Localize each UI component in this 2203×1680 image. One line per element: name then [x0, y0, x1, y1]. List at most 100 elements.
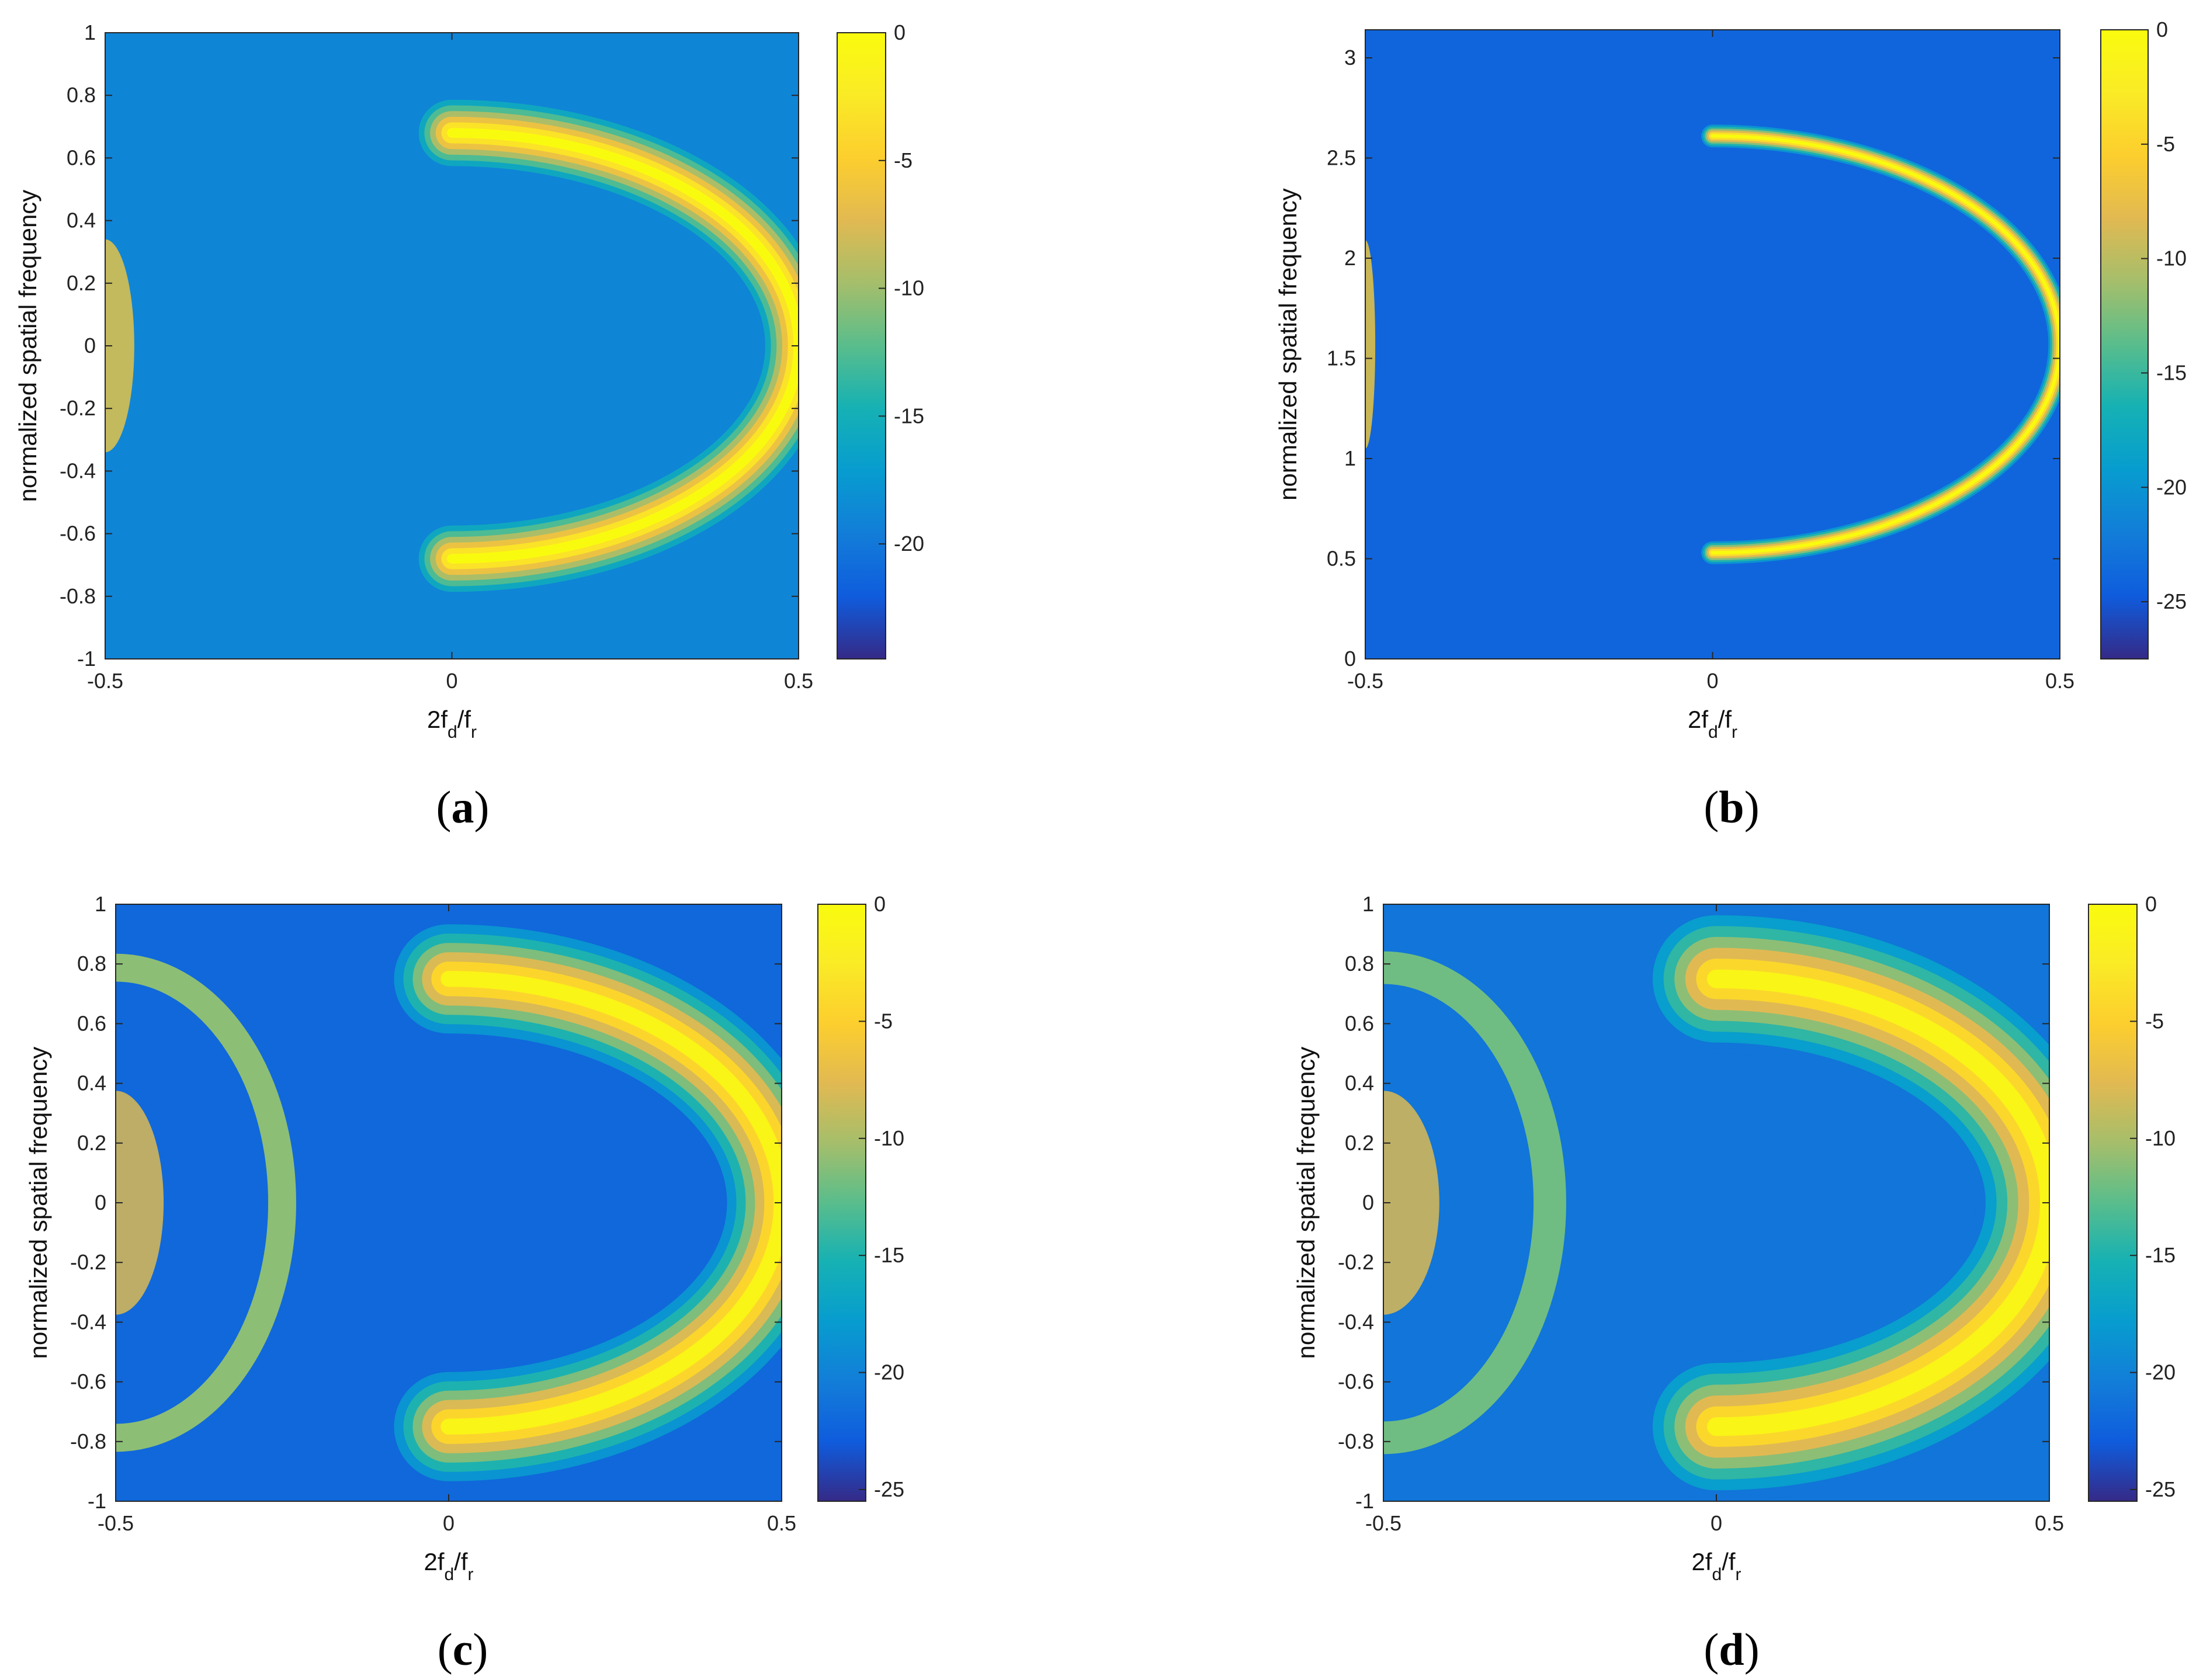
- y-tick-label: 0.8: [67, 83, 96, 107]
- colorbar-tick-label: -15: [2156, 360, 2187, 384]
- y-tick-label: -0.8: [60, 584, 96, 608]
- heatmap-d: [1383, 904, 2049, 1501]
- panel-label-a: (a): [436, 782, 490, 832]
- heatmap-b: [1365, 30, 2060, 659]
- y-tick-label: 0: [1362, 1190, 1374, 1214]
- x-axis-label: 2fd/fr: [1688, 706, 1737, 742]
- y-tick-label: 1.5: [1327, 346, 1356, 370]
- y-tick-label: -0.4: [60, 459, 96, 483]
- y-tick-label: -0.2: [1338, 1250, 1374, 1274]
- panel-d: -1 -0.8 -0.6 -0.4 -0.2 0 0.2 0.4 0.6 0.8 1 -0.5 0 0.5…: [1292, 892, 2176, 1675]
- y-tick-label: -0.8: [1338, 1429, 1374, 1453]
- colorbar-tick-label: -20: [2156, 475, 2187, 499]
- y-tick-label: 3: [1344, 46, 1356, 70]
- panel-label-d: (d): [1704, 1624, 1759, 1675]
- edge-sidelobe: [105, 239, 134, 453]
- y-axis-label: normalized spatial frequency: [14, 190, 41, 502]
- x-tick-label: 0: [443, 1511, 455, 1535]
- colorbar-tick-label: 0: [874, 892, 886, 916]
- x-axis-label: 2fd/fr: [427, 706, 477, 742]
- edge-sidelobe: [1365, 240, 1376, 449]
- y-tick-label: 1: [1362, 892, 1374, 916]
- heatmap-c: [116, 904, 782, 1501]
- edge-sidelobe: [1383, 1091, 1439, 1315]
- x-tick-label: 0: [1706, 669, 1718, 693]
- colorbar-tick-label: -10: [2145, 1126, 2176, 1150]
- colorbar-tick-label: -10: [2156, 247, 2187, 270]
- panel-a: -1 -0.8 -0.6 -0.4 -0.2 0 0.2 0.4 0.6 0.8 1 -0.5 0 0.5…: [14, 20, 924, 832]
- y-tick-label: 0.6: [67, 145, 96, 169]
- y-tick-label: -1: [77, 647, 96, 671]
- x-tick-label: -0.5: [98, 1511, 134, 1535]
- x-tick-label: 0: [446, 669, 457, 693]
- colorbar-tick-label: -5: [2156, 132, 2175, 156]
- y-tick-label: -0.6: [1338, 1370, 1374, 1394]
- y-tick-label: -0.2: [70, 1250, 106, 1274]
- y-tick-label: 1: [1344, 446, 1356, 470]
- y-tick-label: 0.8: [1345, 952, 1374, 976]
- y-tick-label: 0.4: [77, 1071, 106, 1095]
- colorbar-tick-label: -15: [894, 404, 924, 428]
- colorbar-tick-label: -20: [2145, 1360, 2176, 1384]
- y-tick-label: -0.6: [60, 522, 96, 546]
- x-axis-label: 2fd/fr: [424, 1548, 473, 1584]
- y-tick-label: 0: [95, 1190, 106, 1214]
- colorbar-tick-label: -25: [874, 1477, 904, 1501]
- colorbar-tick-label: -20: [894, 532, 924, 556]
- colorbar-c: [817, 904, 866, 1502]
- colorbar-tick-label: -5: [2145, 1009, 2164, 1033]
- panel-label-c: (c): [438, 1624, 488, 1675]
- colorbar-d: [2088, 904, 2138, 1502]
- y-tick-label: 0.2: [77, 1131, 106, 1155]
- x-tick-label: 0.5: [767, 1511, 796, 1535]
- y-axis-label: normalized spatial frequency: [1292, 1047, 1320, 1359]
- x-tick-label: 0.5: [2045, 669, 2074, 693]
- y-tick-label: 0.4: [67, 209, 96, 232]
- x-tick-label: -0.5: [1365, 1511, 1401, 1535]
- y-tick-label: 1: [84, 20, 96, 44]
- colorbar-a: [837, 32, 886, 659]
- y-tick-label: -0.2: [60, 396, 96, 420]
- x-axis-label: 2fd/fr: [1691, 1548, 1741, 1584]
- y-tick-label: 0.4: [1345, 1071, 1374, 1095]
- x-tick-label: -0.5: [1347, 669, 1383, 693]
- colorbar-tick-label: -15: [874, 1243, 904, 1267]
- x-tick-label: 0: [1711, 1511, 1722, 1535]
- y-axis-label: normalized spatial frequency: [1274, 188, 1302, 501]
- colorbar-tick-label: 0: [2145, 892, 2157, 916]
- y-tick-label: -0.8: [70, 1429, 106, 1453]
- y-tick-label: 0.5: [1327, 547, 1356, 571]
- y-tick-label: 0.6: [1345, 1011, 1374, 1035]
- y-tick-label: 1: [95, 892, 106, 916]
- y-tick-label: -0.4: [70, 1310, 106, 1334]
- x-tick-label: 0.5: [2035, 1511, 2064, 1535]
- colorbar-tick-label: -10: [894, 276, 924, 300]
- colorbar-tick-label: -25: [2156, 589, 2187, 613]
- colorbar-tick-label: 0: [2156, 18, 2168, 41]
- panel-label-b: (b): [1704, 782, 1759, 832]
- y-tick-label: 2.5: [1327, 146, 1356, 170]
- y-tick-label: 0: [1344, 647, 1356, 671]
- colorbar-tick-label: -5: [894, 148, 913, 172]
- x-tick-label: -0.5: [87, 669, 123, 693]
- y-tick-label: 0.8: [77, 952, 106, 976]
- y-axis-label: normalized spatial frequency: [25, 1047, 52, 1359]
- colorbar-tick-label: -15: [2145, 1243, 2176, 1267]
- y-tick-label: -0.4: [1338, 1310, 1374, 1334]
- panel-c: -1 -0.8 -0.6 -0.4 -0.2 0 0.2 0.4 0.6 0.8 1 -0.5 0 0.5…: [25, 892, 904, 1675]
- edge-sidelobe: [116, 1091, 164, 1315]
- y-tick-label: 0: [84, 334, 96, 357]
- y-tick-label: -1: [1355, 1489, 1374, 1513]
- colorbar-tick-label: -5: [874, 1009, 893, 1033]
- x-tick-label: 0.5: [784, 669, 813, 693]
- y-tick-label: -1: [88, 1489, 106, 1513]
- y-tick-label: -0.6: [70, 1370, 106, 1394]
- heatmap-a: [105, 33, 799, 659]
- colorbar-tick-label: -25: [2145, 1477, 2176, 1501]
- y-tick-label: 0.6: [77, 1011, 106, 1035]
- colorbar-tick-label: -20: [874, 1360, 904, 1384]
- y-tick-label: 0.2: [67, 271, 96, 295]
- ridge-layer: [447, 128, 799, 564]
